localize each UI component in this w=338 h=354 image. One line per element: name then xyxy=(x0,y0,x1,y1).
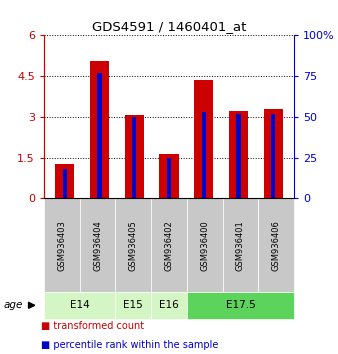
Bar xyxy=(194,80,213,198)
Title: GDS4591 / 1460401_at: GDS4591 / 1460401_at xyxy=(92,20,246,33)
Bar xyxy=(97,73,102,198)
Text: E15: E15 xyxy=(123,300,143,310)
Bar xyxy=(236,114,241,198)
Bar xyxy=(264,109,283,198)
Bar xyxy=(125,115,144,198)
Text: GSM936402: GSM936402 xyxy=(165,220,173,270)
Text: ■ transformed count: ■ transformed count xyxy=(41,321,144,331)
Text: GSM936400: GSM936400 xyxy=(200,220,209,270)
Text: GSM936404: GSM936404 xyxy=(93,220,102,270)
Text: age: age xyxy=(3,300,23,310)
Bar xyxy=(229,111,248,198)
Text: GSM936401: GSM936401 xyxy=(236,220,245,270)
Bar xyxy=(55,164,74,198)
Text: GSM936405: GSM936405 xyxy=(129,220,138,270)
Bar xyxy=(63,169,67,198)
Bar xyxy=(167,158,171,198)
Bar xyxy=(202,112,206,198)
Bar xyxy=(90,61,109,198)
Text: E17.5: E17.5 xyxy=(225,300,255,310)
Text: GSM936403: GSM936403 xyxy=(57,220,66,270)
Bar xyxy=(132,117,136,198)
Text: E14: E14 xyxy=(70,300,90,310)
Bar xyxy=(160,154,178,198)
Text: GSM936406: GSM936406 xyxy=(272,220,281,270)
Text: E16: E16 xyxy=(159,300,179,310)
Text: ■ percentile rank within the sample: ■ percentile rank within the sample xyxy=(41,340,218,350)
Bar xyxy=(271,114,275,198)
